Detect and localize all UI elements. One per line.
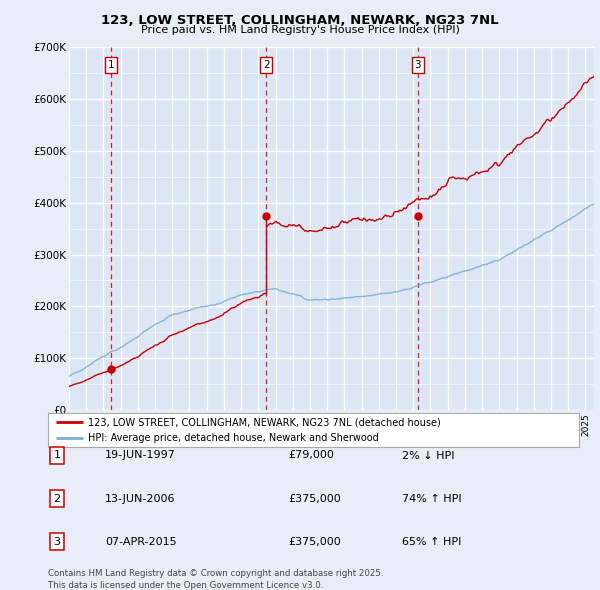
Text: 07-APR-2015: 07-APR-2015	[105, 537, 176, 546]
Text: £375,000: £375,000	[288, 494, 341, 503]
Text: 2: 2	[263, 60, 269, 70]
Text: 19-JUN-1997: 19-JUN-1997	[105, 451, 176, 460]
Text: 3: 3	[53, 537, 61, 546]
Text: HPI: Average price, detached house, Newark and Sherwood: HPI: Average price, detached house, Newa…	[88, 433, 379, 443]
Text: Price paid vs. HM Land Registry's House Price Index (HPI): Price paid vs. HM Land Registry's House …	[140, 25, 460, 35]
Text: 123, LOW STREET, COLLINGHAM, NEWARK, NG23 7NL (detached house): 123, LOW STREET, COLLINGHAM, NEWARK, NG2…	[88, 417, 440, 427]
Text: Contains HM Land Registry data © Crown copyright and database right 2025.
This d: Contains HM Land Registry data © Crown c…	[48, 569, 383, 590]
Text: 74% ↑ HPI: 74% ↑ HPI	[402, 494, 461, 503]
Text: 2% ↓ HPI: 2% ↓ HPI	[402, 451, 455, 460]
Text: 2: 2	[53, 494, 61, 503]
Text: 3: 3	[415, 60, 421, 70]
Text: £375,000: £375,000	[288, 537, 341, 546]
Text: 1: 1	[108, 60, 115, 70]
Text: 65% ↑ HPI: 65% ↑ HPI	[402, 537, 461, 546]
Text: £79,000: £79,000	[288, 451, 334, 460]
Text: 123, LOW STREET, COLLINGHAM, NEWARK, NG23 7NL: 123, LOW STREET, COLLINGHAM, NEWARK, NG2…	[101, 14, 499, 27]
Text: 1: 1	[53, 451, 61, 460]
Text: 13-JUN-2006: 13-JUN-2006	[105, 494, 176, 503]
